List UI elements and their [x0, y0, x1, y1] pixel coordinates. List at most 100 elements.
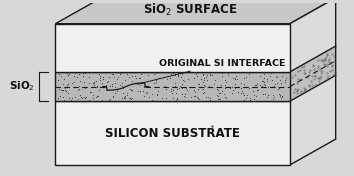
Point	[167, 77, 173, 79]
Point	[129, 80, 135, 83]
Point	[138, 73, 144, 76]
Point	[75, 88, 80, 91]
Point	[72, 74, 77, 77]
Point	[198, 78, 204, 81]
Point	[66, 72, 72, 75]
Point	[149, 99, 155, 102]
Point	[219, 89, 224, 92]
Point	[184, 89, 190, 92]
Point	[117, 83, 122, 86]
Point	[207, 97, 212, 100]
Point	[145, 73, 151, 76]
Point	[100, 77, 106, 80]
Point	[126, 75, 132, 78]
Point	[238, 81, 244, 84]
Point	[260, 79, 266, 82]
Point	[156, 89, 161, 92]
Point	[179, 87, 185, 89]
Point	[243, 76, 249, 78]
Point	[87, 82, 92, 84]
Point	[127, 96, 133, 99]
Point	[191, 89, 196, 91]
Point	[91, 82, 97, 85]
Point	[251, 98, 257, 101]
Point	[60, 95, 65, 98]
Point	[204, 78, 210, 81]
Point	[125, 73, 130, 75]
Point	[273, 75, 279, 78]
Point	[149, 92, 154, 95]
Point	[236, 90, 241, 93]
Point	[217, 91, 222, 94]
Point	[144, 92, 149, 94]
Point	[82, 72, 88, 74]
Point	[188, 85, 193, 88]
Point	[93, 96, 99, 98]
Point	[240, 90, 245, 93]
Point	[261, 76, 267, 79]
Point	[121, 96, 127, 99]
Point	[195, 96, 200, 99]
Point	[143, 91, 149, 94]
Point	[173, 91, 179, 94]
Point	[65, 91, 71, 94]
Point	[65, 73, 70, 76]
Point	[141, 85, 147, 88]
Point	[154, 92, 160, 95]
Point	[194, 75, 200, 78]
Point	[137, 77, 143, 80]
Point	[141, 85, 147, 88]
Point	[267, 74, 273, 77]
Point	[110, 95, 116, 98]
Point	[233, 74, 239, 77]
Point	[162, 84, 167, 87]
Point	[253, 84, 259, 87]
Point	[58, 74, 63, 77]
Point	[75, 98, 81, 100]
Point	[77, 80, 82, 83]
Point	[221, 92, 227, 95]
Point	[169, 91, 175, 94]
Point	[122, 96, 127, 99]
Point	[164, 87, 169, 90]
Point	[218, 83, 223, 86]
Point	[179, 92, 185, 95]
Point	[212, 78, 218, 81]
Point	[234, 78, 240, 80]
Point	[69, 96, 75, 99]
Point	[211, 83, 216, 85]
Point	[255, 89, 260, 92]
Point	[177, 87, 182, 89]
Point	[174, 98, 180, 100]
Point	[99, 81, 105, 84]
Point	[201, 73, 206, 76]
Point	[269, 78, 275, 81]
Point	[219, 72, 225, 75]
Point	[56, 96, 61, 99]
Point	[86, 75, 92, 78]
Point	[115, 75, 121, 78]
Point	[76, 88, 81, 91]
Point	[119, 97, 125, 100]
Point	[225, 72, 230, 75]
Point	[216, 98, 222, 101]
Point	[62, 89, 68, 92]
Point	[232, 77, 238, 79]
Point	[82, 86, 88, 89]
Point	[139, 82, 145, 85]
Point	[277, 94, 282, 96]
Point	[81, 81, 87, 83]
Point	[168, 90, 174, 93]
Polygon shape	[55, 72, 290, 101]
Point	[223, 84, 228, 87]
Point	[201, 78, 207, 81]
Point	[262, 83, 268, 86]
Point	[113, 82, 118, 85]
Point	[200, 87, 206, 90]
Point	[175, 72, 181, 75]
Point	[103, 84, 109, 87]
Point	[61, 98, 67, 101]
Point	[64, 84, 69, 86]
Point	[277, 79, 283, 81]
Point	[104, 80, 110, 83]
